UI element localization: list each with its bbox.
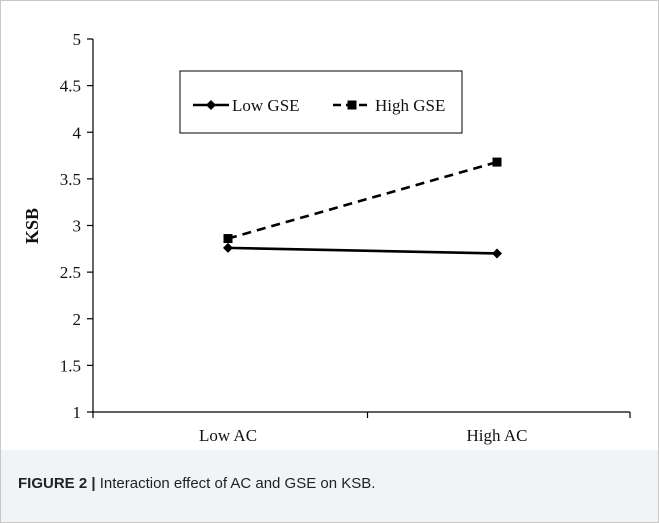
figure-caption: FIGURE 2 | Interaction effect of AC and …	[18, 475, 638, 492]
y-tick-label: 4.5	[60, 77, 81, 96]
legend-label: Low GSE	[232, 96, 300, 115]
y-tick-label: 3	[73, 217, 82, 236]
caption-bar	[1, 450, 658, 522]
series-low-gse	[223, 242, 502, 259]
x-axis: Low AC High AC	[92, 411, 631, 445]
legend-entry: Low GSE	[193, 96, 300, 115]
legend-box	[179, 70, 463, 134]
y-axis: 1 1.5 2 2.5 3 3.5 4 4.5 5	[60, 30, 94, 422]
series-line	[227, 246, 498, 255]
y-tick-label: 3.5	[60, 170, 81, 189]
y-tick-label: 1	[73, 403, 82, 422]
y-tick-label: 5	[73, 30, 82, 49]
y-tick-label: 2	[73, 310, 82, 329]
y-tick-label: 2.5	[60, 263, 81, 282]
series-line	[227, 160, 498, 240]
legend-label: High GSE	[375, 96, 445, 115]
legend-entry: High GSE	[333, 96, 445, 115]
y-axis-title: KSB	[22, 208, 42, 244]
legend-swatch-marker	[206, 100, 216, 110]
data-point	[492, 157, 502, 167]
y-tick-label: 4	[73, 123, 82, 142]
series-high-gse	[223, 157, 502, 244]
caption-text: Interaction effect of AC and GSE on KSB.	[95, 475, 376, 492]
y-tick-label: 1.5	[60, 356, 81, 375]
data-point	[223, 242, 233, 253]
x-tick-label: Low AC	[199, 426, 257, 445]
data-point	[492, 248, 502, 259]
x-tick-label: High AC	[467, 426, 528, 445]
interaction-chart: 1 1.5 2 2.5 3 3.5 4 4.5 5 Low AC High AC KSB Low …	[22, 30, 631, 445]
data-point	[223, 234, 233, 244]
legend: Low GSE High GSE	[179, 70, 463, 134]
figure-label: FIGURE 2 |	[18, 475, 96, 492]
series-layer	[223, 157, 502, 259]
legend-swatch-marker	[347, 100, 357, 110]
